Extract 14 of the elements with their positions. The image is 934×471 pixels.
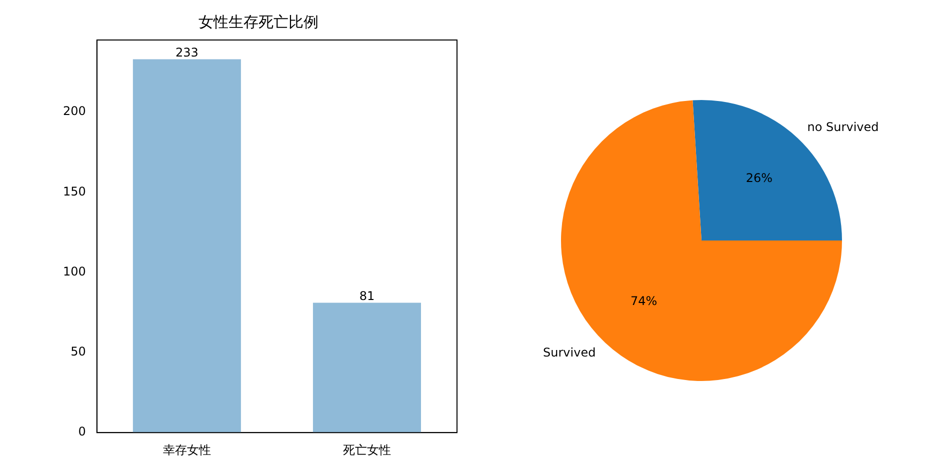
data-label: 233 (175, 45, 198, 60)
slice-label: Survived (543, 345, 596, 360)
chart-title: 女性生存死亡比例 (198, 12, 318, 31)
y-tick-label: 150 (63, 184, 86, 198)
data-label: 26% (746, 171, 773, 186)
x-tick-label: 幸存女性 (162, 442, 211, 457)
data-label: 74% (630, 294, 658, 308)
y-tick-label: 100 (63, 264, 86, 278)
slice-label: no Survived (807, 120, 879, 134)
data-label: 81 (359, 288, 375, 303)
y-tick-label: 200 (63, 104, 86, 118)
y-tick-label: 0 (78, 424, 86, 439)
y-tick-label: 50 (70, 344, 86, 359)
x-tick-label: 死亡女性 (342, 442, 391, 457)
